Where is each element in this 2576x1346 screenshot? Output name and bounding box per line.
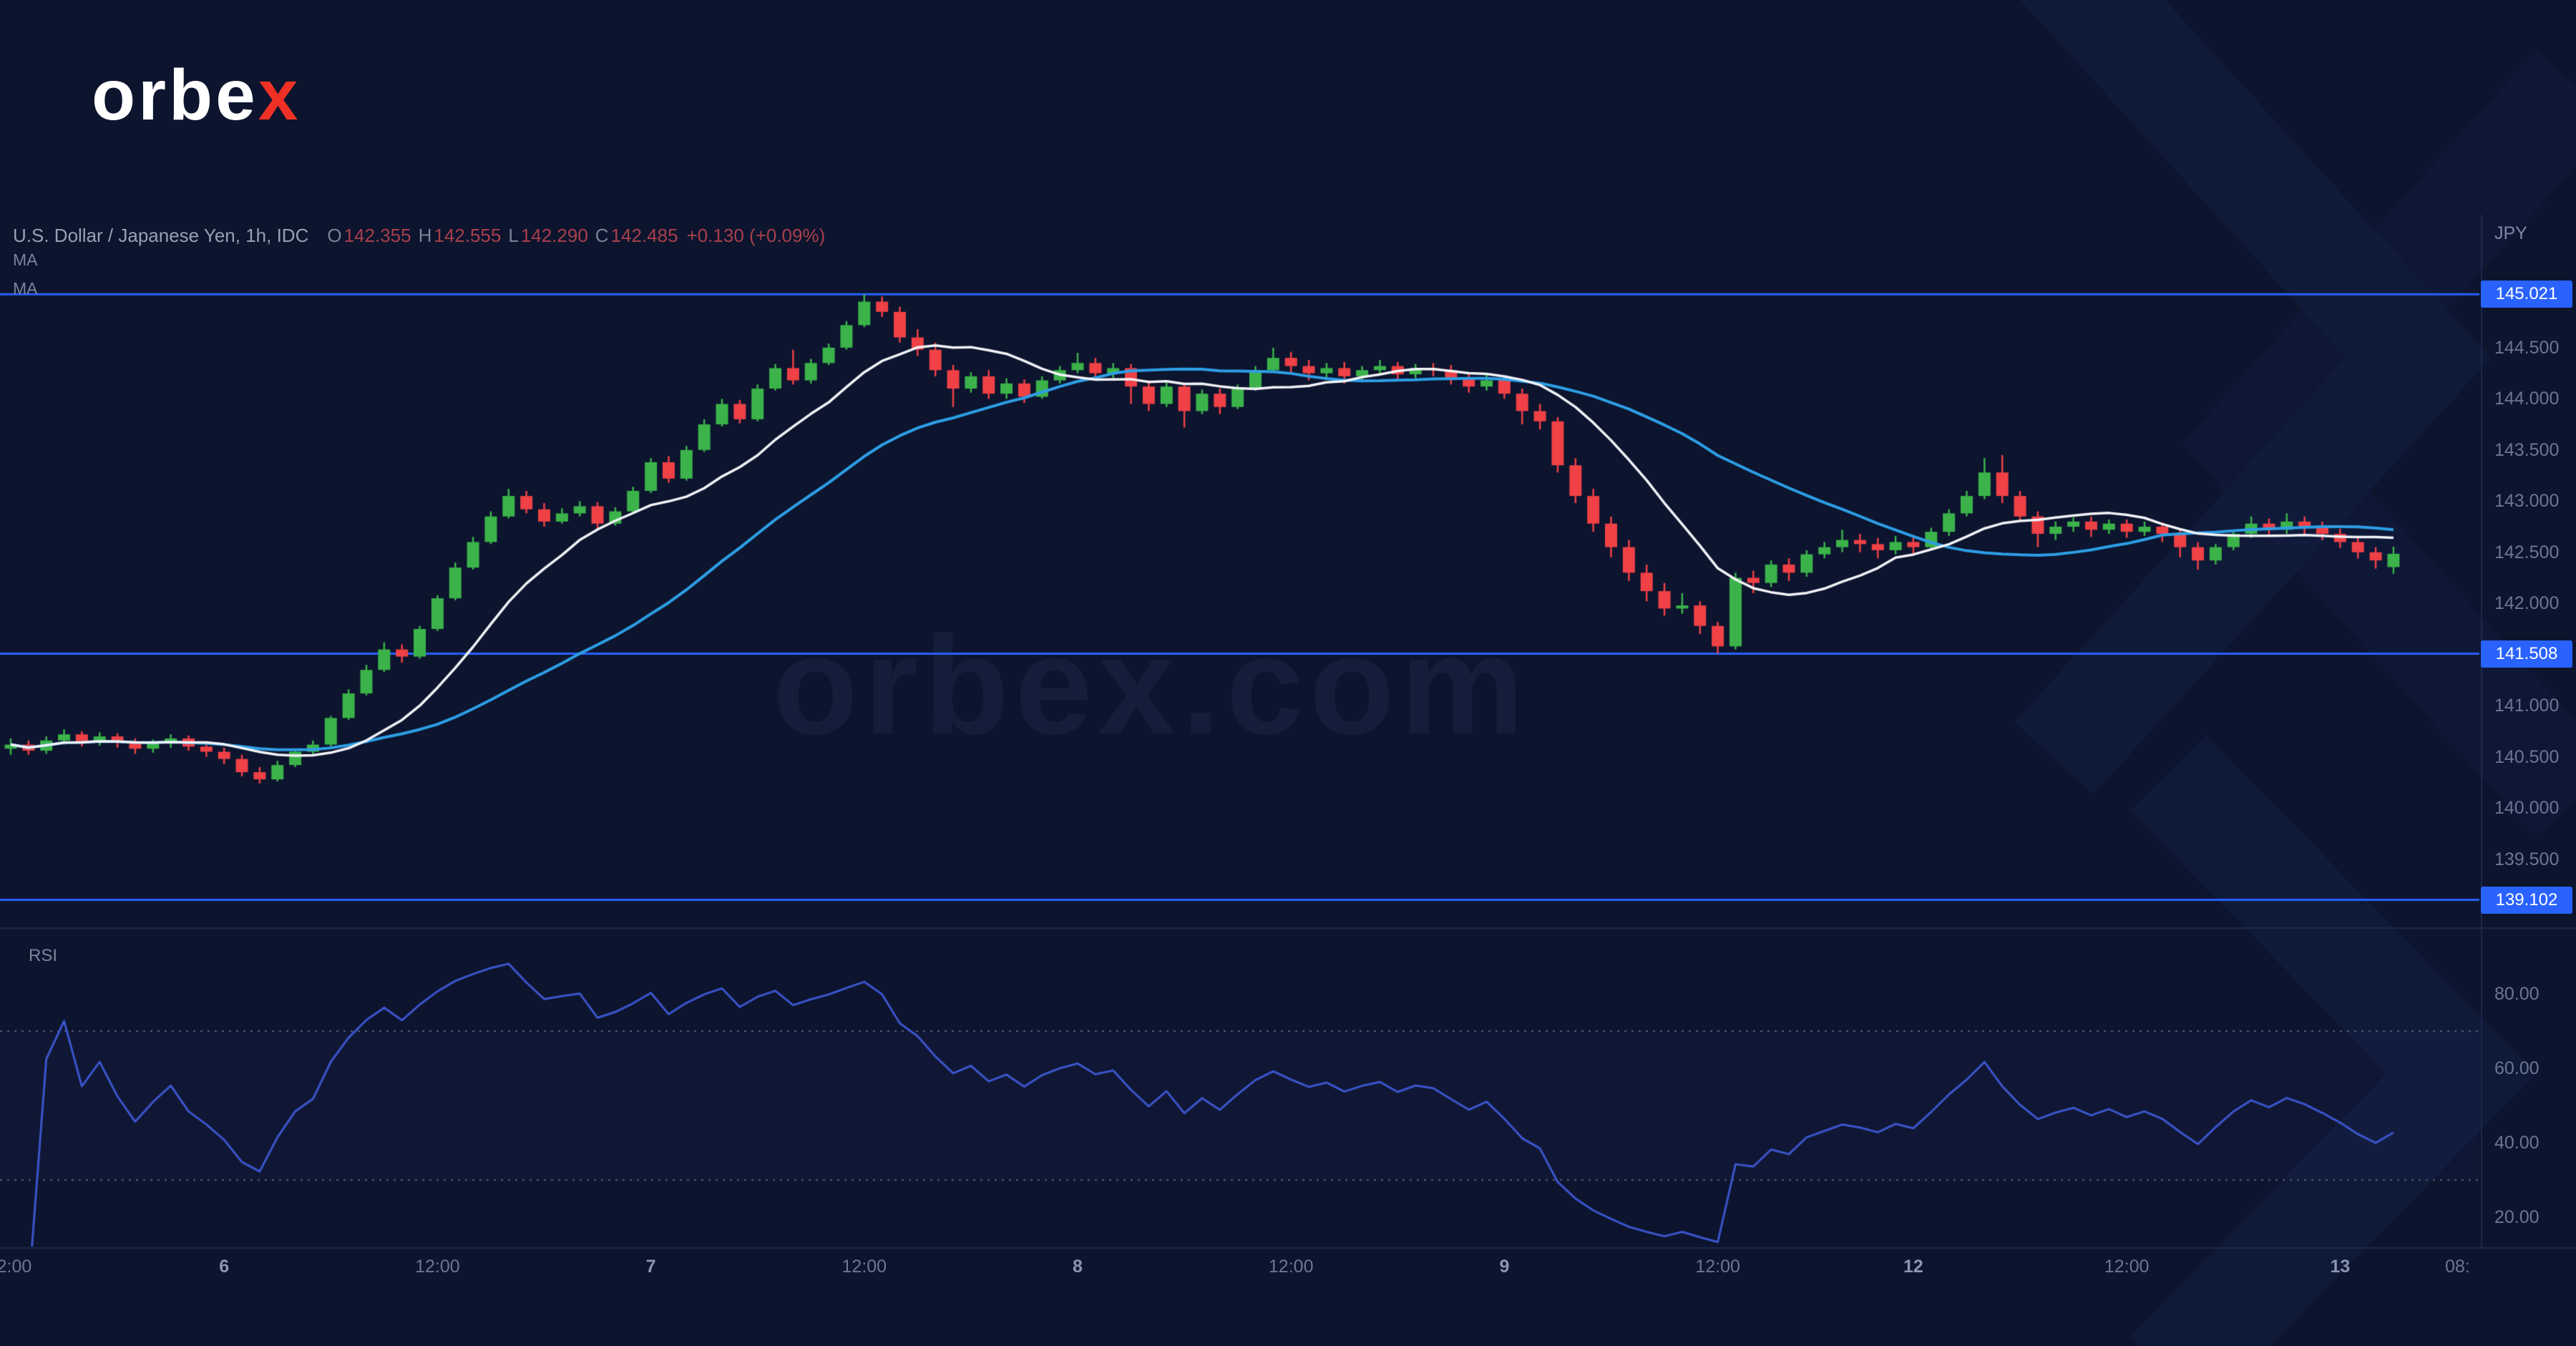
ohlc-low-label: L [508,225,519,246]
ohlc-open-value: 142.355 [343,225,411,246]
ohlc-close-value: 142.485 [610,225,678,246]
price-scale-currency-label: JPY [2494,223,2527,243]
ohlc-open-label: O [327,225,342,246]
ohlc-high-value: 142.555 [434,225,502,246]
orbex-logo-x: x [258,55,301,135]
chart-header: U.S. Dollar / Japanese Yen, 1h, IDC O 142.… [13,225,825,247]
ma-indicator-label-2[interactable]: MA [13,279,38,298]
rsi-indicator-label[interactable]: RSI [29,946,58,965]
symbol-title[interactable]: U.S. Dollar / Japanese Yen, 1h, IDC [13,225,309,246]
orbex-logo[interactable]: orbex [92,54,301,137]
ohlc-high-label: H [418,225,432,246]
price-scale-axis[interactable] [2482,215,2576,1248]
ohlc-close-label: C [595,225,609,246]
time-scale-axis[interactable] [0,1248,2576,1346]
price-change: +0.130 (+0.09%) [686,225,826,246]
orbex-logo-text: orbe [92,55,258,135]
ma-indicator-label-1[interactable]: MA [13,250,38,269]
ohlc-low-value: 142.290 [520,225,588,246]
